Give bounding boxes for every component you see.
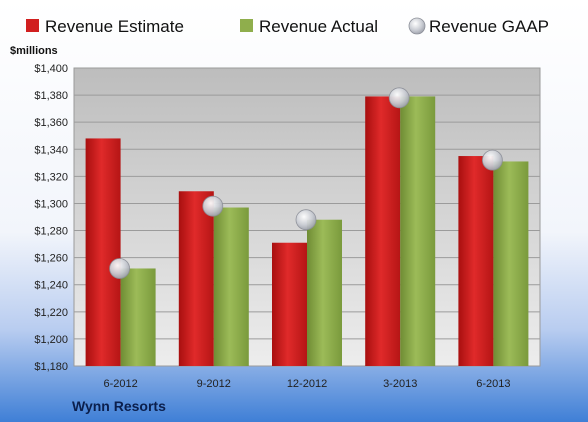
legend-swatch — [240, 19, 253, 32]
y-tick-label: $1,220 — [34, 307, 68, 319]
x-axis-ticks: 6-2012 9-2012 12-2012 3-2013 6-2013 — [103, 378, 510, 390]
estimate-bar — [458, 156, 494, 366]
y-tick-label: $1,320 — [34, 171, 68, 183]
gaap-marker — [388, 87, 410, 109]
bars — [85, 96, 529, 366]
legend-swatch — [26, 19, 39, 32]
y-axis-ticks: $1,180 $1,200 $1,220 $1,240 $1,260 $1,280 $1,3… — [34, 63, 68, 373]
y-tick-label: $1,380 — [34, 90, 68, 102]
actual-bar — [213, 207, 249, 366]
estimate-bar — [85, 138, 121, 366]
x-tick-label: 6-2012 — [103, 378, 137, 390]
actual-bar — [400, 96, 436, 366]
actual-bar — [307, 219, 342, 366]
y-tick-label: $1,360 — [34, 117, 68, 129]
gaap-marker — [481, 149, 503, 171]
y-tick-label: $1,400 — [34, 63, 68, 75]
gaap-markers — [109, 87, 503, 279]
legend-label: Revenue GAAP — [429, 17, 549, 36]
legend-marker — [408, 17, 426, 35]
y-tick-label: $1,240 — [34, 280, 68, 292]
gaap-marker — [109, 258, 130, 279]
unit-label: $millions — [10, 45, 58, 57]
estimate-bar — [272, 242, 307, 366]
y-tick-label: $1,340 — [34, 144, 68, 156]
actual-bar — [493, 161, 529, 366]
y-tick-label: $1,200 — [34, 334, 68, 346]
estimate-bar — [178, 191, 214, 366]
x-tick-label: 6-2013 — [476, 378, 510, 390]
gaap-marker — [202, 195, 224, 217]
gaap-marker — [295, 209, 317, 231]
actual-bar — [120, 268, 156, 366]
x-tick-label: 9-2012 — [197, 378, 231, 390]
estimate-bar — [365, 96, 401, 366]
company-name: Wynn Resorts — [72, 398, 166, 414]
y-tick-label: $1,180 — [34, 361, 68, 373]
legend-label: Revenue Estimate — [45, 17, 184, 36]
x-tick-label: 12-2012 — [287, 378, 327, 390]
x-tick-label: 3-2013 — [383, 378, 417, 390]
y-tick-label: $1,280 — [34, 226, 68, 238]
legend: Revenue Estimate Revenue Actual Revenue GA… — [26, 17, 549, 36]
y-tick-label: $1,260 — [34, 253, 68, 265]
y-tick-label: $1,300 — [34, 198, 68, 210]
legend-label: Revenue Actual — [259, 17, 378, 36]
